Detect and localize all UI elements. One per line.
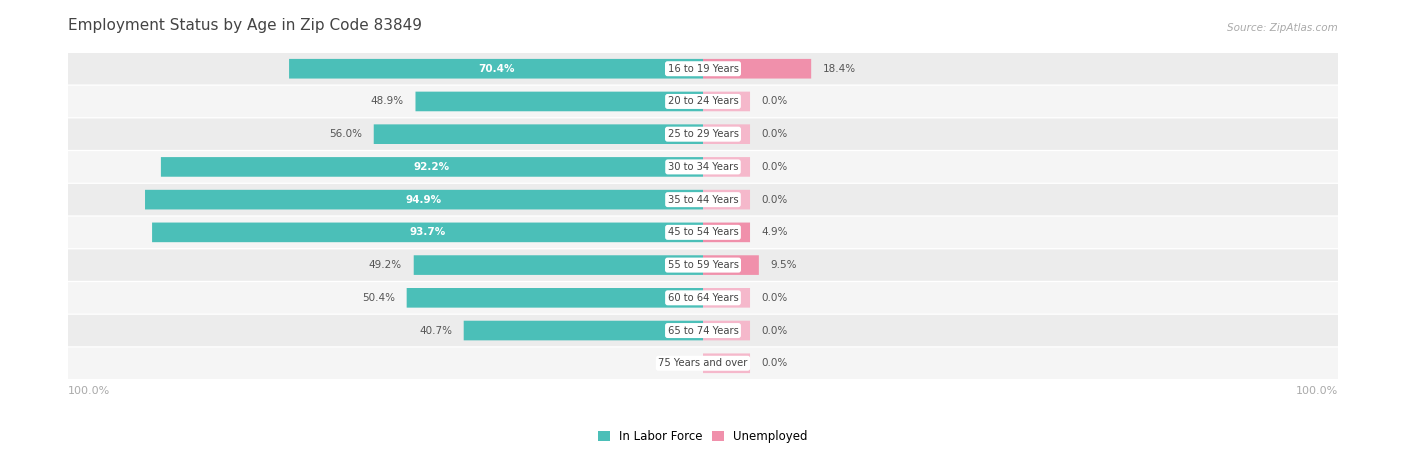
FancyBboxPatch shape (703, 288, 749, 308)
Text: 100.0%: 100.0% (67, 386, 110, 396)
Text: 55 to 59 Years: 55 to 59 Years (668, 260, 738, 270)
Legend: In Labor Force, Unemployed: In Labor Force, Unemployed (593, 425, 813, 448)
FancyBboxPatch shape (67, 118, 1339, 150)
Text: Source: ZipAtlas.com: Source: ZipAtlas.com (1227, 23, 1339, 33)
FancyBboxPatch shape (703, 124, 749, 144)
FancyBboxPatch shape (703, 321, 749, 340)
FancyBboxPatch shape (67, 86, 1339, 117)
FancyBboxPatch shape (703, 59, 811, 79)
FancyBboxPatch shape (464, 321, 703, 340)
FancyBboxPatch shape (703, 92, 749, 111)
FancyBboxPatch shape (67, 216, 1339, 248)
FancyBboxPatch shape (145, 190, 703, 209)
Text: 93.7%: 93.7% (409, 227, 446, 237)
Text: 45 to 54 Years: 45 to 54 Years (668, 227, 738, 237)
Text: 94.9%: 94.9% (406, 195, 441, 205)
FancyBboxPatch shape (67, 184, 1339, 216)
Text: 30 to 34 Years: 30 to 34 Years (668, 162, 738, 172)
Text: 35 to 44 Years: 35 to 44 Years (668, 195, 738, 205)
Text: 0.0%: 0.0% (665, 358, 692, 368)
Text: 100.0%: 100.0% (1296, 386, 1339, 396)
FancyBboxPatch shape (703, 223, 749, 242)
FancyBboxPatch shape (406, 288, 703, 308)
Text: 0.0%: 0.0% (762, 96, 787, 107)
Text: Employment Status by Age in Zip Code 83849: Employment Status by Age in Zip Code 838… (67, 18, 422, 33)
Text: 65 to 74 Years: 65 to 74 Years (668, 325, 738, 336)
FancyBboxPatch shape (416, 92, 703, 111)
FancyBboxPatch shape (67, 53, 1339, 85)
Text: 75 Years and over: 75 Years and over (658, 358, 748, 368)
Text: 0.0%: 0.0% (762, 162, 787, 172)
FancyBboxPatch shape (703, 190, 749, 209)
FancyBboxPatch shape (67, 282, 1339, 314)
Text: 0.0%: 0.0% (762, 195, 787, 205)
Text: 49.2%: 49.2% (368, 260, 402, 270)
FancyBboxPatch shape (703, 255, 759, 275)
Text: 0.0%: 0.0% (762, 358, 787, 368)
FancyBboxPatch shape (374, 124, 703, 144)
Text: 70.4%: 70.4% (478, 64, 515, 74)
FancyBboxPatch shape (413, 255, 703, 275)
Text: 0.0%: 0.0% (762, 129, 787, 139)
FancyBboxPatch shape (67, 347, 1339, 379)
Text: 25 to 29 Years: 25 to 29 Years (668, 129, 738, 139)
FancyBboxPatch shape (160, 157, 703, 177)
Text: 92.2%: 92.2% (413, 162, 450, 172)
Text: 9.5%: 9.5% (770, 260, 797, 270)
FancyBboxPatch shape (67, 315, 1339, 346)
Text: 18.4%: 18.4% (823, 64, 856, 74)
FancyBboxPatch shape (703, 353, 749, 373)
FancyBboxPatch shape (152, 223, 703, 242)
Text: 48.9%: 48.9% (371, 96, 404, 107)
Text: 16 to 19 Years: 16 to 19 Years (668, 64, 738, 74)
Text: 0.0%: 0.0% (762, 325, 787, 336)
FancyBboxPatch shape (290, 59, 703, 79)
Text: 50.4%: 50.4% (361, 293, 395, 303)
Text: 40.7%: 40.7% (419, 325, 451, 336)
Text: 60 to 64 Years: 60 to 64 Years (668, 293, 738, 303)
FancyBboxPatch shape (703, 157, 749, 177)
Text: 20 to 24 Years: 20 to 24 Years (668, 96, 738, 107)
Text: 4.9%: 4.9% (762, 227, 789, 237)
Text: 56.0%: 56.0% (329, 129, 361, 139)
FancyBboxPatch shape (67, 249, 1339, 281)
Text: 0.0%: 0.0% (762, 293, 787, 303)
FancyBboxPatch shape (67, 151, 1339, 183)
